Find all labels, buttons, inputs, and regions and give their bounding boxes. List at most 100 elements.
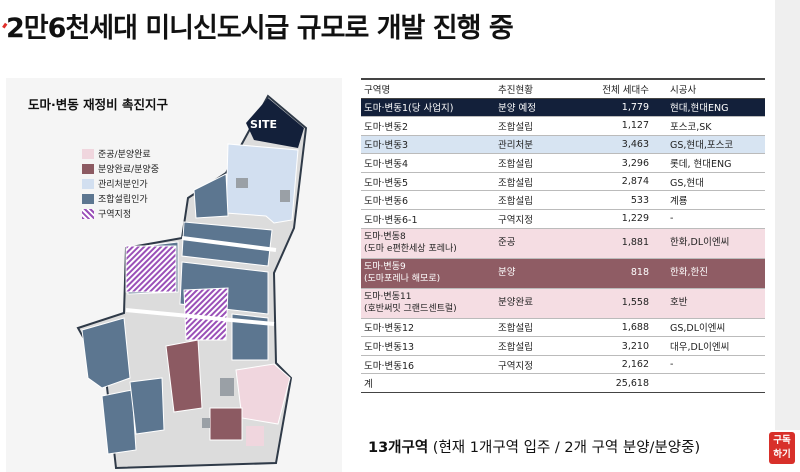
row-builder: - xyxy=(667,209,765,229)
district-table: 구역명 추진현황 전체 세대수 시공사 도마·변동1(당 사업지) 분양 예정 1,… xyxy=(361,78,765,394)
row-units: 818 xyxy=(571,258,667,289)
legend-item: 준공/분양완료 xyxy=(82,146,159,161)
legend-swatch xyxy=(82,178,94,189)
row-status: 조합설립 xyxy=(496,172,571,192)
row-status: 조합설립 xyxy=(496,153,571,173)
row-name-main: 도마·변동11 xyxy=(364,292,412,303)
table-row: 도마·변동9 (도마포레나 해모로) 분양 818 한화,한진 xyxy=(361,258,765,289)
subscribe-line2: 하기 xyxy=(773,449,791,460)
row-builder: GS,현대 xyxy=(667,172,765,192)
legend-swatch xyxy=(82,193,94,204)
table-header-row: 구역명 추진현황 전체 세대수 시공사 xyxy=(361,79,765,98)
row-name: 도마·변동1(당 사업지) xyxy=(361,98,496,118)
site-label: SITE xyxy=(250,118,278,131)
row-name: 도마·변동8 (도마 e편한세상 포레나) xyxy=(361,228,496,259)
row-name: 도마·변동11 (호반써밋 그랜드센트럴) xyxy=(361,288,496,319)
zone-13b xyxy=(101,389,137,455)
row-name: 도마·변동12 xyxy=(361,318,496,338)
legend-label: 준공/분양완료 xyxy=(98,150,151,160)
road-main xyxy=(125,236,277,326)
page-title: 2만6천세대 미니신도시급 규모로 개발 진행 중 xyxy=(6,13,514,44)
legend-label: 분양완료/분양중 xyxy=(98,165,159,175)
row-name: 도마·변동3 xyxy=(361,135,496,155)
row-builder: 계룡 xyxy=(667,190,765,211)
table-row: 도마·변동6-1 구역지정 1,229- xyxy=(361,209,765,229)
zone-13 xyxy=(81,317,131,389)
zone-16-hatched xyxy=(183,287,229,341)
legend-item: 조합설립인가 xyxy=(82,191,159,206)
row-name: 도마·변동9 (도마포레나 해모로) xyxy=(361,258,496,289)
legend-swatch xyxy=(82,163,94,174)
table-row: 도마·변동16 구역지정 2,162- xyxy=(361,355,765,375)
table-row: 도마·변동8 (도마 e편한세상 포레나) 준공 1,881 한화,DL이엔씨 xyxy=(361,228,765,259)
table-row: 도마·변동6 조합설립 533 계룡 xyxy=(361,190,765,211)
row-units: 3,463 xyxy=(571,135,667,155)
row-name: 도마·변동6-1 xyxy=(361,209,496,229)
row-units: 3,210 xyxy=(571,336,667,356)
row-units: 1,881 xyxy=(571,228,667,259)
table-row: 도마·변동12 조합설립 1,688 GS,DL이엔씨 xyxy=(361,318,765,338)
row-name-sub: (호반써밋 그랜드센트럴) xyxy=(364,304,457,315)
row-units: 1,688 xyxy=(571,318,667,338)
col-header-units: 전체 세대수 xyxy=(602,84,649,96)
caption-bold: 13개구역 xyxy=(368,440,429,456)
row-name-sub: (도마 e편한세상 포레나) xyxy=(364,244,457,255)
row-units: 1,229 xyxy=(571,209,667,229)
row-status: 조합설립 xyxy=(496,116,571,136)
legend-label: 관리처분인가 xyxy=(98,180,148,190)
row-status: 관리처분 xyxy=(496,135,571,155)
row-status: 분양 xyxy=(496,258,571,289)
legend-item: 분양완료/분양중 xyxy=(82,161,159,176)
row-status: 조합설립 xyxy=(496,318,571,338)
row-status: 구역지정 xyxy=(496,355,571,375)
legend-item: 관리처분인가 xyxy=(82,176,159,191)
total-label: 계 xyxy=(361,373,496,394)
row-units: 533 xyxy=(571,190,667,211)
row-name-main: 도마·변동9 xyxy=(364,262,406,273)
zone-11 xyxy=(129,377,165,435)
col-header-builder: 시공사 xyxy=(670,84,697,96)
row-status: 조합설립 xyxy=(496,336,571,356)
subscribe-button[interactable]: 구독 하기 xyxy=(769,432,795,464)
map-panel: 도마·변동 재정비 촉진지구 SITE 준공/분양완료 분양완료/분양중 관리처… xyxy=(6,78,342,472)
row-builder: GS,DL이엔씨 xyxy=(667,318,765,338)
row-units: 1,558 xyxy=(571,288,667,319)
col-header-status: 추진현황 xyxy=(498,84,533,96)
row-builder: - xyxy=(667,355,765,375)
row-status: 분양 예정 xyxy=(496,98,571,118)
caption-rest: (현재 1개구역 입주 / 2개 구역 분양/분양중) xyxy=(428,440,701,456)
col-header-name: 구역명 xyxy=(364,84,391,96)
row-name: 도마·변동5 xyxy=(361,172,496,192)
map-legend: 준공/분양완료 분양완료/분양중 관리처분인가 조합설립인가 구역지정 xyxy=(82,146,159,221)
row-name: 도마·변동4 xyxy=(361,153,496,173)
row-units: 1,779 xyxy=(571,98,667,118)
table-row: 도마·변동5 조합설립 2,874 GS,현대 xyxy=(361,172,765,192)
site-zone-1 xyxy=(246,98,304,148)
row-units: 3,296 xyxy=(571,153,667,173)
table-row: 도마·변동1(당 사업지) 분양 예정 1,779 현대,현대ENG xyxy=(361,98,765,118)
row-units: 2,874 xyxy=(571,172,667,192)
row-builder: 롯데, 현대ENG xyxy=(667,153,765,173)
legend-swatch xyxy=(82,148,94,159)
row-builder: 현대,현대ENG xyxy=(667,98,765,118)
row-name: 도마·변동13 xyxy=(361,336,496,356)
row-name: 도마·변동16 xyxy=(361,355,496,375)
table-row: 도마·변동11 (호반써밋 그랜드센트럴) 분양완료 1,558 호반 xyxy=(361,288,765,319)
legend-label: 조합설립인가 xyxy=(98,195,148,205)
row-builder: 호반 xyxy=(667,288,765,319)
zone-9 xyxy=(165,339,203,413)
table-row: 도마·변동13 조합설립 3,210 대우,DL이엔씨 xyxy=(361,336,765,356)
total-empty xyxy=(496,373,571,394)
row-name: 도마·변동2 xyxy=(361,116,496,136)
row-name-main: 도마·변동8 xyxy=(364,232,406,243)
legend-label: 구역지정 xyxy=(98,210,132,220)
row-builder: 한화,한진 xyxy=(667,258,765,289)
zone-9b xyxy=(209,407,243,441)
table-row: 도마·변동2 조합설립 1,127 포스코,SK xyxy=(361,116,765,136)
table-row: 도마·변동3 관리처분 3,463 GS,현대,포스코 xyxy=(361,135,765,155)
row-name: 도마·변동6 xyxy=(361,190,496,211)
row-units: 2,162 xyxy=(571,355,667,375)
bottom-caption: 13개구역 (현재 1개구역 입주 / 2개 구역 분양/분양중) xyxy=(368,436,700,457)
zone-2 xyxy=(193,173,229,219)
total-units: 25,618 xyxy=(571,373,667,394)
